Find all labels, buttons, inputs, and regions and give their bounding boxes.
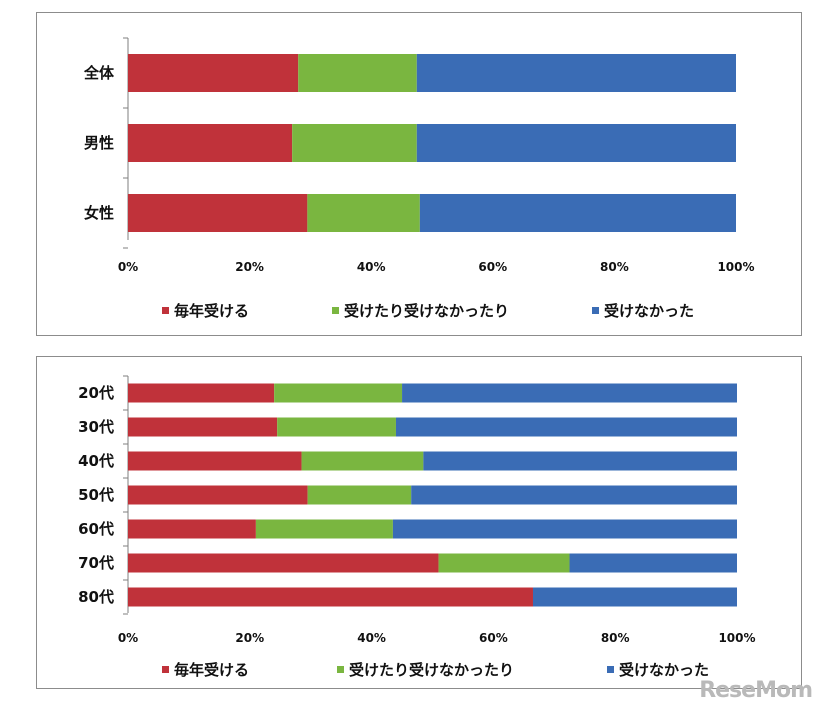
bar-segment <box>128 124 293 162</box>
chart-panel-by-age: 20代 30代 40代 50代 60代 70代 80代 0% 20% 40% 60% 80% 100% 毎… <box>36 356 802 689</box>
bar-segment <box>128 417 278 437</box>
x-tick-label: 20% <box>235 631 264 645</box>
bar-segment <box>569 553 737 573</box>
legend-swatch <box>332 307 339 314</box>
bar-segment <box>438 553 570 573</box>
category-label: 70代 <box>78 554 114 572</box>
bar-segment <box>128 587 533 607</box>
legend-label: 受けたり受けなかったり <box>344 302 509 320</box>
bar-segment <box>301 451 424 471</box>
x-tick-label: 0% <box>118 260 138 274</box>
x-tick-label: 80% <box>601 631 630 645</box>
x-tick-label: 100% <box>718 631 755 645</box>
category-label: 50代 <box>78 486 114 504</box>
chart-by-age: 20代 30代 40代 50代 60代 70代 80代 0% 20% 40% 60% 80% 100% 毎… <box>78 375 756 679</box>
category-label: 80代 <box>78 588 114 606</box>
bar-segment <box>128 451 302 471</box>
legend-swatch <box>162 666 169 673</box>
category-label: 20代 <box>78 384 114 402</box>
legend-swatch <box>607 666 614 673</box>
legend-label: 受けたり受けなかったり <box>349 661 514 679</box>
x-tick-label: 60% <box>479 631 508 645</box>
bar-segment <box>128 383 275 403</box>
category-label: 60代 <box>78 520 114 538</box>
category-label: 女性 <box>84 204 114 222</box>
bar-segment <box>402 383 737 403</box>
bar-segment <box>292 124 417 162</box>
bar-segment <box>298 54 417 92</box>
bar-segment <box>416 124 736 162</box>
x-tick-label: 80% <box>600 260 629 274</box>
bar-segment <box>128 485 308 505</box>
bar-segment <box>128 553 439 573</box>
bar-segment <box>532 587 737 607</box>
x-tick-label: 20% <box>235 260 264 274</box>
watermark-logo: ReseMom <box>699 678 813 703</box>
x-tick-label: 40% <box>357 260 386 274</box>
legend-swatch <box>337 666 344 673</box>
bar-segment <box>128 194 308 232</box>
bar-segment <box>416 54 736 92</box>
bar-segment <box>128 519 256 539</box>
legend-swatch <box>592 307 599 314</box>
category-label: 男性 <box>84 134 114 152</box>
bar-segment <box>392 519 737 539</box>
x-tick-label: 40% <box>357 631 386 645</box>
bar-segment <box>274 383 403 403</box>
category-label: 40代 <box>78 452 114 470</box>
bar-segment <box>307 485 412 505</box>
bar-segment <box>255 519 393 539</box>
bar-segment <box>423 451 737 471</box>
bar-segment <box>128 54 299 92</box>
legend-label: 受けなかった <box>619 661 709 679</box>
x-tick-label: 60% <box>478 260 507 274</box>
category-label: 30代 <box>78 418 114 436</box>
bar-segment <box>307 194 420 232</box>
legend-swatch <box>162 307 169 314</box>
bar-segment <box>419 194 736 232</box>
chart-panel-overall: 全体男性女性 0% 20% 40% 60% 80% 100% 毎年受ける 受けたり受けなかったり… <box>36 12 802 336</box>
legend-label: 毎年受ける <box>174 302 249 320</box>
x-tick-label: 0% <box>118 631 138 645</box>
x-tick-label: 100% <box>717 260 754 274</box>
bar-segment <box>411 485 737 505</box>
legend-label: 受けなかった <box>604 302 694 320</box>
legend-label: 毎年受ける <box>174 661 249 679</box>
bar-segment <box>395 417 737 437</box>
category-label: 全体 <box>83 64 115 82</box>
bar-segment <box>277 417 396 437</box>
